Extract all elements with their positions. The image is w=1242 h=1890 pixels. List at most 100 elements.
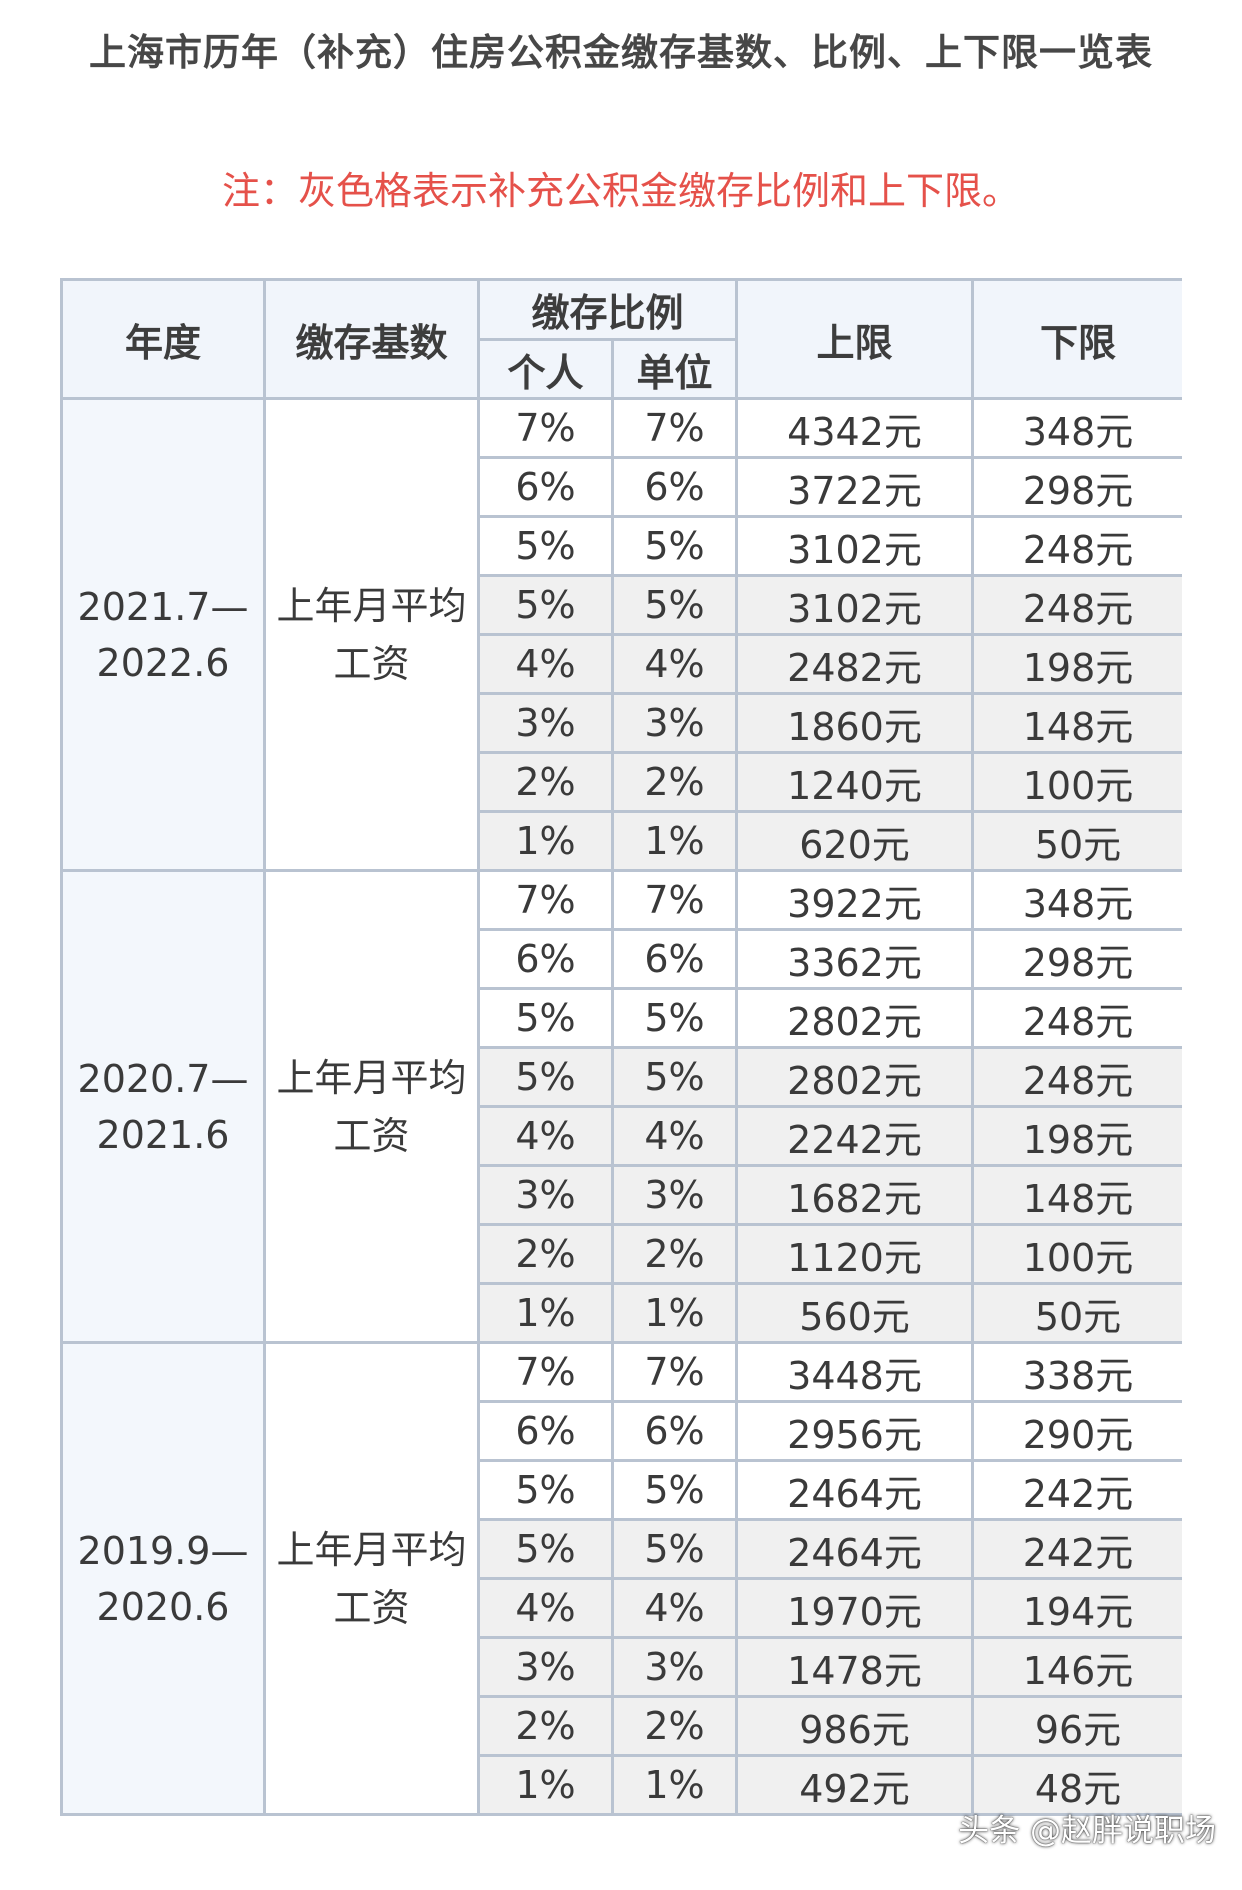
watermark: 头条 @赵胖说职场 [958, 1813, 1216, 1849]
table-row: 5% 5% 2802元 248元 [62, 1046, 1182, 1108]
year-cell: 2020.7— 2021.6 [60, 869, 266, 1344]
upper-cell: 3102元 [735, 574, 975, 636]
unit-cell: 1% [610, 810, 739, 872]
table-row: 4% 4% 2482元 198元 [62, 633, 1182, 695]
upper-cell: 3722元 [735, 456, 975, 518]
unit-cell: 2% [610, 1695, 739, 1757]
upper-cell: 1682元 [735, 1164, 975, 1226]
year-start: 2020.7— [77, 1056, 249, 1101]
unit-cell: 2% [610, 1223, 739, 1285]
unit-cell: 7% [610, 397, 739, 459]
header-ratio: 缴存比例 [476, 278, 739, 341]
base-cell: 上年月平均 工资 [263, 1341, 480, 1816]
personal-cell: 5% [477, 515, 614, 577]
housing-fund-table: 年度 缴存基数 缴存比例 上限 下限 个人 单位 2021.7— 2022.6 上年… [60, 278, 1182, 1816]
table-row: 2019.9— 2020.6 上年月平均 工资 7% 7% 3448元 338元 [60, 1341, 1182, 1816]
base-line-2: 工资 [333, 641, 410, 686]
header-personal: 个人 [477, 338, 614, 400]
header-unit: 单位 [610, 338, 739, 400]
upper-cell: 2802元 [735, 1046, 975, 1108]
year-end: 2022.6 [96, 640, 230, 685]
personal-cell: 5% [477, 1046, 614, 1108]
unit-cell: 7% [610, 869, 739, 931]
upper-cell: 986元 [735, 1695, 975, 1757]
personal-cell: 7% [477, 1341, 614, 1403]
lower-cell: 100元 [971, 1223, 1182, 1285]
upper-cell: 3102元 [735, 515, 975, 577]
lower-cell: 50元 [971, 1282, 1182, 1344]
personal-cell: 2% [477, 1695, 614, 1757]
table-row: 2% 2% 1120元 100元 [62, 1223, 1182, 1285]
lower-cell: 348元 [971, 869, 1182, 931]
lower-cell: 242元 [971, 1518, 1182, 1580]
upper-cell: 1240元 [735, 751, 975, 813]
base-line-1: 上年月平均 [276, 1055, 467, 1100]
table-row: 1% 1% 560元 50元 [62, 1282, 1182, 1344]
header-year: 年度 [60, 278, 266, 400]
table-row: 5% 5% 2802元 248元 [62, 987, 1182, 1049]
unit-cell: 7% [610, 1341, 739, 1403]
upper-cell: 1120元 [735, 1223, 975, 1285]
lower-cell: 198元 [971, 633, 1182, 695]
personal-cell: 7% [477, 869, 614, 931]
header-base: 缴存基数 [263, 278, 480, 400]
personal-cell: 5% [477, 574, 614, 636]
table-row: 3% 3% 1682元 148元 [62, 1164, 1182, 1226]
upper-cell: 620元 [735, 810, 975, 872]
personal-cell: 6% [477, 1400, 614, 1462]
base-line-2: 工资 [333, 1113, 410, 1158]
upper-cell: 2956元 [735, 1400, 975, 1462]
personal-cell: 3% [477, 1636, 614, 1698]
table-row: 4% 4% 2242元 198元 [62, 1105, 1182, 1167]
personal-cell: 3% [477, 1164, 614, 1226]
personal-cell: 6% [477, 928, 614, 990]
table-row: 6% 6% 2956元 290元 [62, 1400, 1182, 1462]
unit-cell: 4% [610, 633, 739, 695]
unit-cell: 1% [610, 1282, 739, 1344]
personal-cell: 2% [477, 751, 614, 813]
table-container: 年度 缴存基数 缴存比例 上限 下限 个人 单位 2021.7— 2022.6 上年… [60, 278, 1182, 1890]
base-line-1: 上年月平均 [276, 1527, 467, 1572]
table-row: 3% 3% 1860元 148元 [62, 692, 1182, 754]
upper-cell: 2242元 [735, 1105, 975, 1167]
unit-cell: 5% [610, 574, 739, 636]
upper-cell: 4342元 [735, 397, 975, 459]
unit-cell: 5% [610, 987, 739, 1049]
unit-cell: 6% [610, 1400, 739, 1462]
table-row: 2% 2% 1240元 100元 [62, 751, 1182, 813]
table-row: 6% 6% 3722元 298元 [62, 456, 1182, 518]
year-start: 2019.9— [77, 1528, 249, 1573]
year-cell: 2019.9— 2020.6 [60, 1341, 266, 1816]
unit-cell: 3% [610, 1636, 739, 1698]
personal-cell: 4% [477, 1105, 614, 1167]
upper-cell: 1478元 [735, 1636, 975, 1698]
unit-cell: 1% [610, 1754, 739, 1816]
table-row: 5% 5% 2464元 242元 [62, 1518, 1182, 1580]
personal-cell: 3% [477, 692, 614, 754]
lower-cell: 290元 [971, 1400, 1182, 1462]
table-row: 4% 4% 1970元 194元 [62, 1577, 1182, 1639]
unit-cell: 5% [610, 1518, 739, 1580]
unit-cell: 5% [610, 1459, 739, 1521]
lower-cell: 148元 [971, 1164, 1182, 1226]
upper-cell: 560元 [735, 1282, 975, 1344]
table-note: 注：灰色格表示补充公积金缴存比例和上下限。 [221, 169, 1020, 213]
personal-cell: 4% [477, 633, 614, 695]
lower-cell: 50元 [971, 810, 1182, 872]
lower-cell: 242元 [971, 1459, 1182, 1521]
personal-cell: 1% [477, 1282, 614, 1344]
upper-cell: 492元 [735, 1754, 975, 1816]
lower-cell: 248元 [971, 987, 1182, 1049]
unit-cell: 2% [610, 751, 739, 813]
unit-cell: 6% [610, 928, 739, 990]
table-row: 2021.7— 2022.6 上年月平均 工资 7% 7% 4342元 348元 [60, 397, 1182, 872]
table-body: 2021.7— 2022.6 上年月平均 工资 7% 7% 4342元 348元 6% 6% 372… [60, 397, 1182, 1816]
upper-cell: 1970元 [735, 1577, 975, 1639]
personal-cell: 6% [477, 456, 614, 518]
year-start: 2021.7— [77, 584, 249, 629]
table-row: 2020.7— 2021.6 上年月平均 工资 7% 7% 3922元 348元 [60, 869, 1182, 1344]
header-upper: 上限 [735, 278, 975, 400]
table-row: 2% 2% 986元 96元 [62, 1695, 1182, 1757]
year-end: 2020.6 [96, 1584, 230, 1629]
lower-cell: 248元 [971, 1046, 1182, 1108]
